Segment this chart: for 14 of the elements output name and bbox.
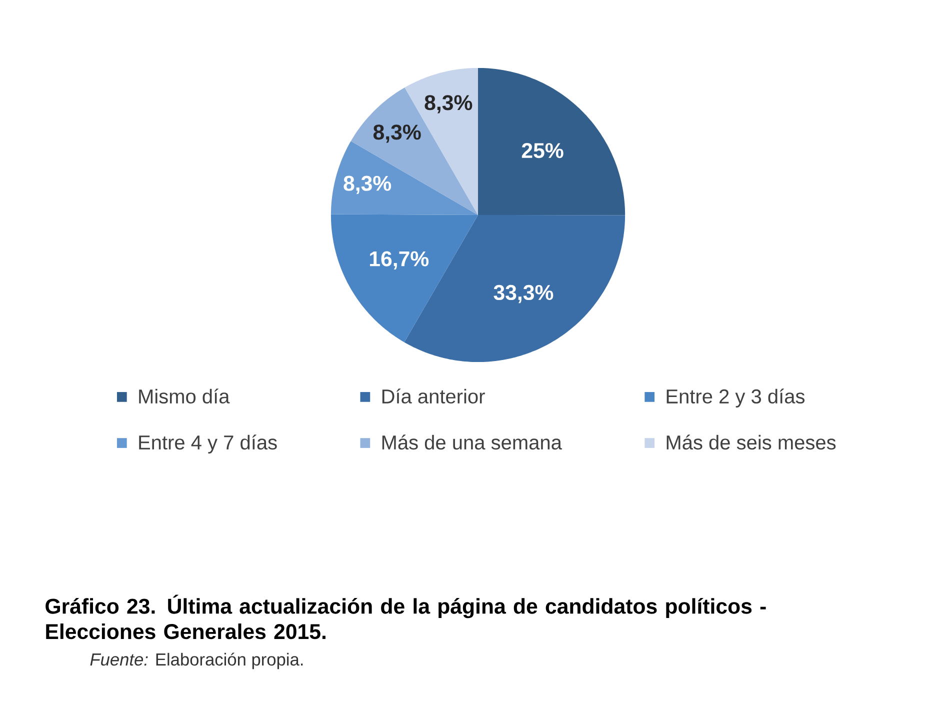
text: Gráfico 23. Última actualización de la página de candidatos políticos - Elecciones Generales 2015. xyxy=(46,594,766,640)
legend-label: Mismo día xyxy=(139,388,230,404)
data-label: 33,3% xyxy=(494,284,554,304)
data-label: 8,3% xyxy=(424,95,472,114)
legend-label: Más de seis meses xyxy=(666,434,836,450)
data-label: 16,7% xyxy=(370,251,429,270)
legend-label: Entre 4 y 7 días xyxy=(139,434,277,454)
legend-label: Día anterior xyxy=(382,388,485,404)
legend-label: Más de una semana xyxy=(382,434,562,450)
data-label: 25% xyxy=(522,143,564,158)
data-label: 8,3% xyxy=(373,124,421,143)
data-label: 8,3% xyxy=(344,176,392,194)
text: Fuente: Elaboración propia. xyxy=(90,652,303,670)
legend-label: Entre 2 y 3 días xyxy=(666,388,805,408)
